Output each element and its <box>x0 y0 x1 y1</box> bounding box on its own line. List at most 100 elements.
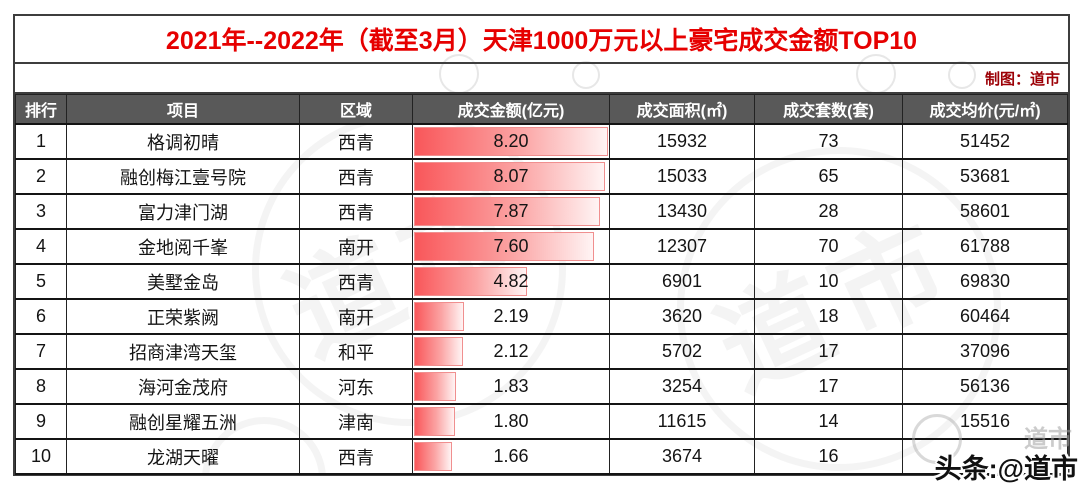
rank-cell: 1 <box>15 123 67 160</box>
amount-value: 4.82 <box>493 271 529 291</box>
amount-cell: 8.20 <box>412 123 610 160</box>
project-cell: 格调初晴 <box>66 123 300 160</box>
amount-data-bar <box>414 197 601 226</box>
rank-cell: 6 <box>15 298 67 335</box>
amount-data-bar <box>414 127 608 156</box>
table-row: 5 美墅金岛 西青 4.82 6901 10 69830 <box>15 263 1068 300</box>
infographic-frame: 道市 道市 2021年--2022年（截至3月）天津1000万元以上豪宅成交金额… <box>13 14 1070 476</box>
table-row: 9 融创星耀五洲 津南 1.80 11615 14 15516 <box>15 403 1068 440</box>
amount-value: 1.83 <box>493 376 529 396</box>
avg-price-cell: 53681 <box>902 158 1068 195</box>
column-header-avg-price: 成交均价(元/㎡) <box>902 94 1068 125</box>
amount-cell: 8.07 <box>412 158 610 195</box>
column-header-district: 区域 <box>299 94 413 125</box>
amount-cell: 7.60 <box>412 228 610 265</box>
project-cell: 金地阅千峯 <box>66 228 300 265</box>
avg-price-cell: 61788 <box>902 228 1068 265</box>
area-cell: 11615 <box>609 403 755 440</box>
table-row: 2 融创梅江壹号院 西青 8.07 15033 65 53681 <box>15 158 1068 195</box>
rank-cell: 3 <box>15 193 67 230</box>
project-cell: 融创梅江壹号院 <box>66 158 300 195</box>
table-row: 6 正荣紫阙 南开 2.19 3620 18 60464 <box>15 298 1068 335</box>
area-cell: 3674 <box>609 438 755 475</box>
amount-data-bar <box>414 232 594 261</box>
avg-price-cell: 51452 <box>902 123 1068 160</box>
district-cell: 西青 <box>299 158 413 195</box>
project-cell: 美墅金岛 <box>66 263 300 300</box>
amount-cell: 4.82 <box>412 263 610 300</box>
rank-cell: 7 <box>15 333 67 370</box>
credit-text: 制图：道市 <box>984 70 1060 88</box>
table-row: 1 格调初晴 西青 8.20 15932 73 51452 <box>15 123 1068 160</box>
amount-value: 1.66 <box>493 446 529 466</box>
area-cell: 12307 <box>609 228 755 265</box>
rank-cell: 4 <box>15 228 67 265</box>
units-cell: 73 <box>754 123 903 160</box>
district-cell: 南开 <box>299 298 413 335</box>
district-cell: 河东 <box>299 368 413 405</box>
project-cell: 富力津门湖 <box>66 193 300 230</box>
amount-data-bar <box>414 302 465 331</box>
units-cell: 10 <box>754 263 903 300</box>
column-header-amount: 成交金额(亿元) <box>412 94 610 125</box>
area-cell: 15033 <box>609 158 755 195</box>
table-row: 4 金地阅千峯 南开 7.60 12307 70 61788 <box>15 228 1068 265</box>
project-cell: 海河金茂府 <box>66 368 300 405</box>
table-body: 1 格调初晴 西青 8.20 15932 73 51452 2 融创梅江壹号院 … <box>15 123 1068 475</box>
table-row: 3 富力津门湖 西青 7.87 13430 28 58601 <box>15 193 1068 230</box>
units-cell: 17 <box>754 333 903 370</box>
table-row: 10 龙湖天曜 西青 1.66 3674 16 <box>15 438 1068 475</box>
table-header-row: 排行 项目 区域 成交金额(亿元) 成交面积(㎡) 成交套数(套) 成交均价(元… <box>15 94 1068 125</box>
rank-cell: 2 <box>15 158 67 195</box>
avg-price-cell: 15516 <box>902 403 1068 440</box>
table-row: 7 招商津湾天玺 和平 2.12 5702 17 37096 <box>15 333 1068 370</box>
district-cell: 南开 <box>299 228 413 265</box>
amount-cell: 1.80 <box>412 403 610 440</box>
units-cell: 18 <box>754 298 903 335</box>
amount-value: 7.87 <box>493 201 529 221</box>
amount-value: 7.60 <box>493 236 529 256</box>
amount-cell: 1.83 <box>412 368 610 405</box>
amount-value: 1.80 <box>493 411 529 431</box>
amount-data-bar <box>414 337 463 366</box>
amount-data-bar <box>414 442 452 471</box>
rank-cell: 9 <box>15 403 67 440</box>
area-cell: 15932 <box>609 123 755 160</box>
sales-table: 排行 项目 区域 成交金额(亿元) 成交面积(㎡) 成交套数(套) 成交均价(元… <box>15 94 1068 475</box>
avg-price-cell: 69830 <box>902 263 1068 300</box>
avg-price-cell: 56136 <box>902 368 1068 405</box>
area-cell: 3254 <box>609 368 755 405</box>
amount-data-bar <box>414 162 605 191</box>
units-cell: 14 <box>754 403 903 440</box>
units-cell: 17 <box>754 368 903 405</box>
amount-data-bar <box>414 267 528 296</box>
district-cell: 西青 <box>299 438 413 475</box>
units-cell: 70 <box>754 228 903 265</box>
project-cell: 龙湖天曜 <box>66 438 300 475</box>
amount-data-bar <box>414 407 456 436</box>
rank-cell: 5 <box>15 263 67 300</box>
district-cell: 和平 <box>299 333 413 370</box>
amount-value: 2.12 <box>493 341 529 361</box>
units-cell: 28 <box>754 193 903 230</box>
project-cell: 招商津湾天玺 <box>66 333 300 370</box>
project-cell: 融创星耀五洲 <box>66 403 300 440</box>
column-header-project: 项目 <box>66 94 300 125</box>
amount-value: 8.20 <box>493 131 529 151</box>
amount-value: 8.07 <box>493 166 529 186</box>
page-title: 2021年--2022年（截至3月）天津1000万元以上豪宅成交金额TOP10 <box>15 16 1068 64</box>
column-header-rank: 排行 <box>15 94 67 125</box>
page-title-text: 2021年--2022年（截至3月）天津1000万元以上豪宅成交金额TOP10 <box>165 27 918 55</box>
amount-cell: 7.87 <box>412 193 610 230</box>
district-cell: 西青 <box>299 263 413 300</box>
column-header-area: 成交面积(㎡) <box>609 94 755 125</box>
table-wrap: 排行 项目 区域 成交金额(亿元) 成交面积(㎡) 成交套数(套) 成交均价(元… <box>15 94 1068 475</box>
amount-cell: 1.66 <box>412 438 610 475</box>
amount-data-bar <box>414 372 456 401</box>
table-row: 8 海河金茂府 河东 1.83 3254 17 56136 <box>15 368 1068 405</box>
avg-price-cell: 60464 <box>902 298 1068 335</box>
column-header-units: 成交套数(套) <box>754 94 903 125</box>
amount-cell: 2.19 <box>412 298 610 335</box>
project-cell: 正荣紫阙 <box>66 298 300 335</box>
avg-price-cell <box>902 438 1068 475</box>
